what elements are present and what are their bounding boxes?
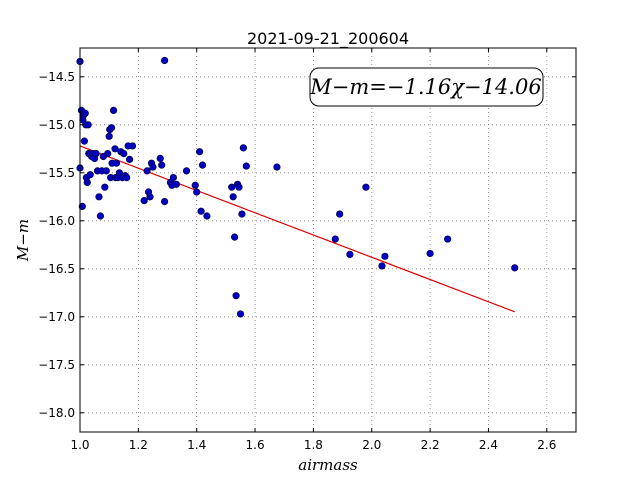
- data-points: [76, 56, 519, 318]
- data-point: [273, 163, 281, 171]
- y-tick-label: −17.0: [38, 310, 75, 324]
- annotation-box: M−m=−1.16χ−14.06: [309, 67, 544, 107]
- y-tick-label: −18.0: [38, 406, 75, 420]
- data-point: [102, 167, 110, 175]
- data-point: [238, 210, 246, 218]
- data-point: [239, 144, 247, 152]
- x-tick-label: 2.4: [479, 438, 498, 452]
- data-point: [242, 162, 250, 170]
- data-point: [96, 212, 105, 220]
- data-point: [128, 142, 137, 150]
- y-axis-label: M−m: [14, 219, 32, 262]
- fit-line: [79, 145, 515, 313]
- data-point: [161, 56, 169, 65]
- x-tick-label: 2.0: [362, 438, 381, 452]
- x-tick-label: 1.2: [129, 438, 148, 452]
- data-point: [120, 150, 128, 158]
- y-tick-label: −14.5: [38, 70, 75, 84]
- data-point: [198, 161, 207, 169]
- data-point: [378, 262, 386, 270]
- data-point: [169, 174, 177, 182]
- y-tick-label: −15.0: [38, 118, 75, 132]
- x-tick-label: 1.6: [246, 438, 265, 452]
- data-point: [336, 210, 344, 218]
- data-point: [143, 167, 151, 175]
- data-point: [84, 121, 92, 129]
- data-point: [228, 183, 236, 191]
- fit-equation: M−m=−1.16χ−14.06: [309, 75, 541, 99]
- chart-title: 2021-09-21_200604: [247, 29, 409, 49]
- data-point: [95, 193, 103, 201]
- data-point: [123, 174, 131, 182]
- data-point: [158, 161, 166, 169]
- data-point: [146, 193, 154, 201]
- data-point: [511, 264, 519, 272]
- data-point: [101, 183, 109, 191]
- data-point: [105, 132, 113, 140]
- data-point: [229, 193, 237, 201]
- data-point: [362, 183, 370, 191]
- data-point: [81, 109, 89, 117]
- data-point: [161, 198, 169, 206]
- y-tick-label: −17.5: [38, 358, 75, 372]
- y-tick-label: −16.0: [38, 214, 75, 228]
- x-tick-label: 2.2: [421, 438, 440, 452]
- data-point: [83, 178, 91, 186]
- fit-line-group: [79, 145, 515, 313]
- data-point: [193, 188, 201, 196]
- data-point: [381, 252, 389, 260]
- data-point: [203, 212, 211, 220]
- data-point: [140, 197, 148, 205]
- data-point: [149, 163, 157, 171]
- data-point: [231, 233, 239, 241]
- data-point: [126, 155, 134, 163]
- data-point: [109, 106, 118, 114]
- data-point: [78, 202, 86, 210]
- data-point: [191, 181, 199, 189]
- x-tick-label: 1.0: [70, 438, 89, 452]
- data-point: [172, 180, 180, 188]
- data-point: [232, 292, 240, 300]
- x-axis-label: airmass: [298, 456, 358, 474]
- data-point: [182, 167, 191, 175]
- data-point: [112, 159, 121, 167]
- data-point: [426, 249, 434, 258]
- plot-frame: [79, 47, 577, 433]
- data-point: [444, 235, 452, 243]
- data-point: [197, 207, 205, 215]
- y-tick-label: −15.5: [38, 166, 75, 180]
- grid: [79, 48, 576, 432]
- data-point: [111, 145, 119, 153]
- data-point: [235, 183, 243, 191]
- y-tick-label: −16.5: [38, 262, 75, 276]
- data-point: [196, 148, 204, 156]
- data-point: [156, 154, 164, 162]
- x-tick-label: 1.8: [304, 438, 323, 452]
- axis-ticks: 1.0 1.2 1.4 1.6 1.8 2.0 2.2 2.4 2.6 −14.5 −15.0 −15…: [38, 48, 576, 452]
- data-point: [346, 250, 354, 258]
- data-point: [104, 150, 112, 158]
- data-point: [92, 150, 100, 158]
- data-point: [86, 171, 94, 179]
- data-point: [80, 137, 88, 145]
- data-point: [236, 310, 245, 318]
- data-point: [331, 235, 339, 243]
- x-tick-label: 2.6: [537, 438, 556, 452]
- x-tick-label: 1.4: [187, 438, 206, 452]
- data-point: [107, 124, 116, 132]
- annotation-frame: [309, 67, 544, 107]
